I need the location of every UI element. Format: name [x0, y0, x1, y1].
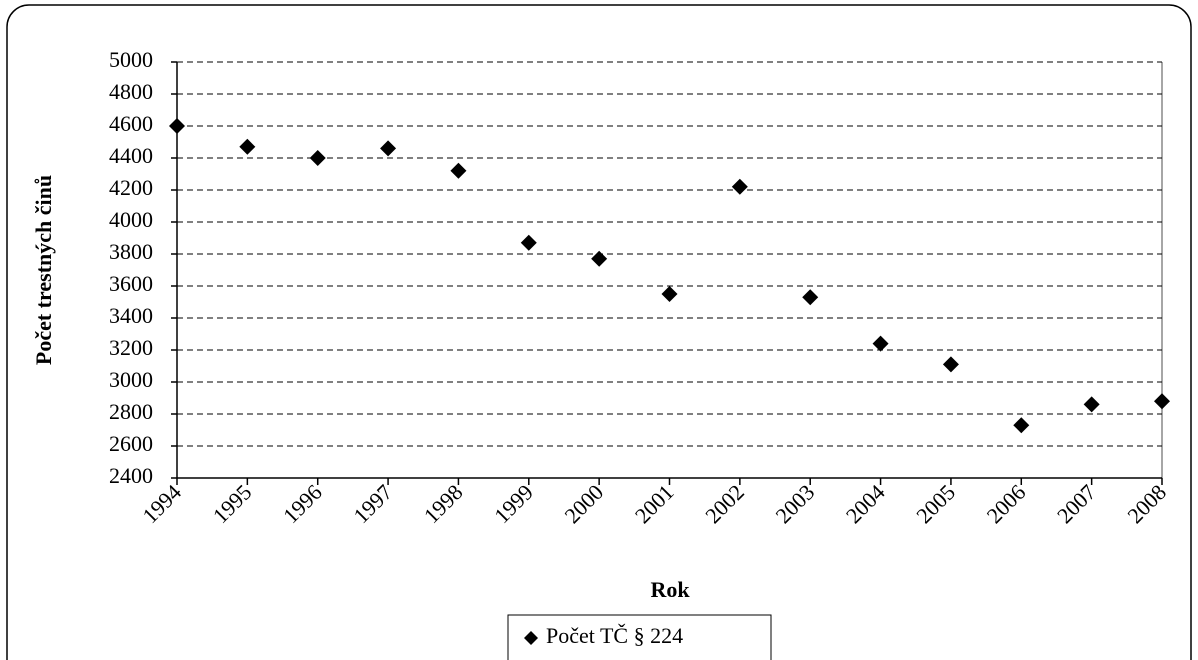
point — [872, 335, 889, 352]
point — [661, 286, 678, 302]
y-tick-label: 3400 — [109, 303, 153, 328]
x-axis-title: Rok — [650, 577, 690, 602]
y-tick-label: 3800 — [109, 239, 153, 264]
point — [802, 289, 819, 306]
y-tick-label: 2600 — [109, 431, 153, 456]
point — [591, 250, 608, 267]
y-tick-label: 3600 — [109, 271, 153, 296]
point — [1154, 393, 1170, 410]
y-tick-label: 3200 — [109, 335, 153, 360]
point — [1013, 417, 1030, 434]
point — [1083, 396, 1100, 413]
y-tick-label: 2800 — [109, 399, 153, 424]
point — [309, 150, 326, 166]
y-tick-label: 3000 — [109, 367, 153, 392]
point — [731, 178, 748, 195]
y-tick-label: 4000 — [109, 207, 153, 232]
point — [239, 138, 256, 155]
y-tick-label: 2400 — [109, 463, 153, 488]
y-tick-label: 4600 — [109, 111, 153, 136]
y-tick-label: 4200 — [109, 175, 153, 200]
point — [169, 118, 185, 134]
frame — [6, 4, 1192, 660]
point — [380, 140, 397, 157]
y-tick-label: 4400 — [109, 143, 153, 168]
y-axis-title: Počet trestných činů — [31, 175, 56, 365]
y-tick-label: 5000 — [109, 47, 153, 72]
legend-marker — [524, 631, 538, 645]
point — [942, 356, 959, 373]
point — [520, 234, 537, 251]
point — [450, 162, 467, 179]
legend — [507, 614, 772, 660]
legend-label: Počet TČ § 224 — [546, 623, 683, 648]
y-tick-label: 4800 — [109, 79, 153, 104]
